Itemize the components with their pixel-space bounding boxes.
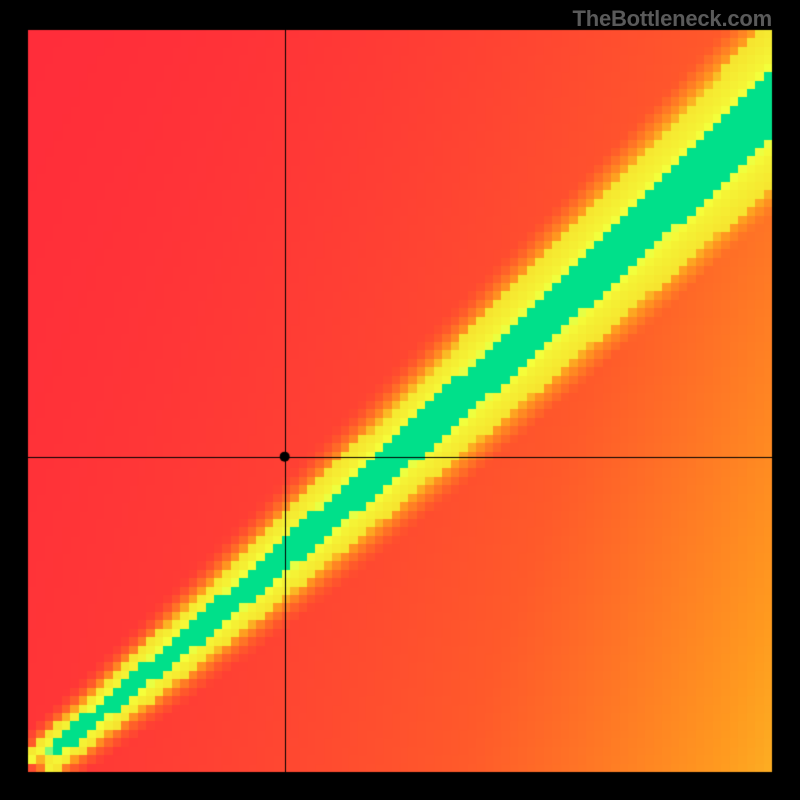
watermark-text: TheBottleneck.com (572, 6, 772, 32)
heatmap-canvas (0, 0, 800, 800)
